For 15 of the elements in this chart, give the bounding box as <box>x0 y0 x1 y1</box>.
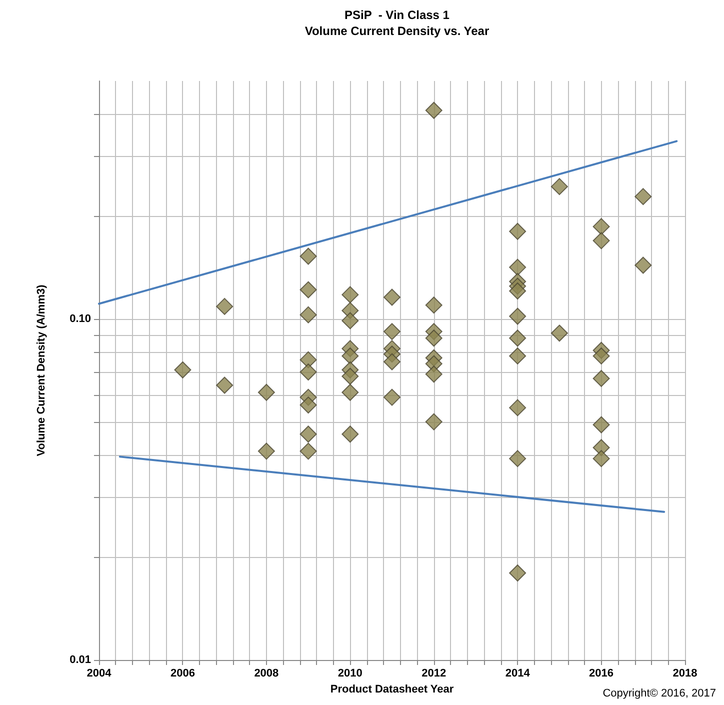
x-tick-label: 2012 <box>422 668 446 680</box>
chart-title: PSiP - Vin Class 1 <box>344 8 450 22</box>
x-axis-title: Product Datasheet Year <box>330 683 454 696</box>
text: Copyright© 2016, 2017 <box>602 688 716 700</box>
x-tick-label: 2016 <box>589 668 614 680</box>
x-tick-label: 2004 <box>86 668 112 680</box>
chart-subtitle: Volume Current Density vs. Year <box>304 24 490 38</box>
x-tick-label: 2010 <box>338 668 362 680</box>
x-tick-label: 2018 <box>672 668 698 680</box>
y-axis-title: Volume Current Density (A/mm3) <box>36 284 48 456</box>
y-tick-label: 0.10 <box>70 313 91 326</box>
x-tick-label: 2006 <box>170 668 195 680</box>
x-tick-label: 2008 <box>254 668 279 680</box>
y-tick-label: 0.01 <box>70 654 91 666</box>
x-tick-label: 2014 <box>505 668 531 680</box>
